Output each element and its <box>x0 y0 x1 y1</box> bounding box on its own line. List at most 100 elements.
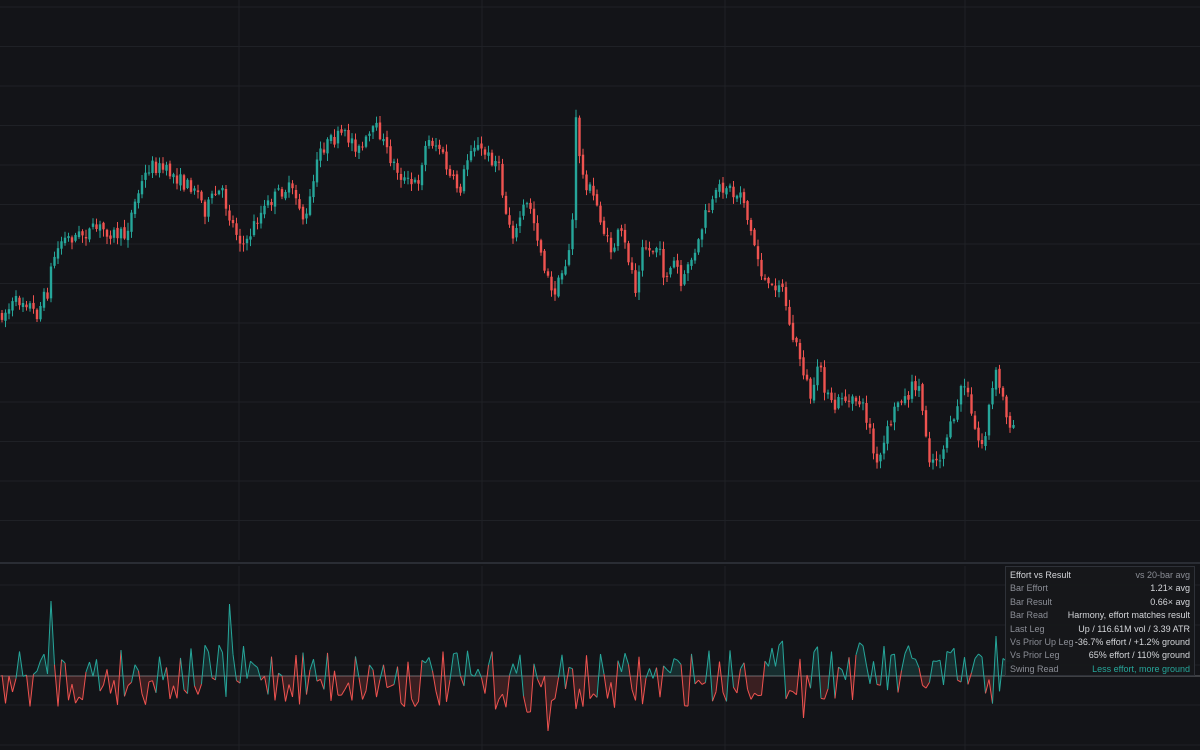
oscillator-segment <box>421 659 426 664</box>
oscillator-segment <box>873 661 878 685</box>
oscillator-segment <box>8 675 13 693</box>
oscillator-segment <box>5 675 10 704</box>
oscillator-segment <box>229 603 234 655</box>
candle-body <box>231 220 235 224</box>
oscillator-fill <box>793 676 797 695</box>
oscillator-segment <box>768 647 773 667</box>
oscillator-segment <box>617 660 622 673</box>
candle-body <box>504 195 508 214</box>
oscillator-fill <box>856 642 860 676</box>
oscillator-segment <box>785 690 790 700</box>
oscillator-fill <box>947 651 951 676</box>
oscillator-segment <box>390 684 395 687</box>
candle-body <box>21 303 25 307</box>
oscillator-segment <box>372 669 377 698</box>
candle-body <box>74 234 77 241</box>
oscillator-segment <box>901 653 906 671</box>
oscillator-segment <box>631 689 636 701</box>
candle-body <box>161 163 165 170</box>
candle-body <box>235 223 238 235</box>
candle-body <box>256 222 259 224</box>
oscillator-segment <box>673 658 678 661</box>
candle-body <box>991 388 994 405</box>
oscillator-segment <box>383 664 388 688</box>
candle-body <box>529 202 532 209</box>
oscillator-fill <box>891 654 895 676</box>
candle-body <box>928 438 931 463</box>
candle-body <box>690 259 693 266</box>
candle-body <box>469 151 473 161</box>
oscillator-segment <box>330 670 335 701</box>
oscillator-segment <box>967 672 972 685</box>
oscillator-fill <box>975 654 979 676</box>
oscillator-segment <box>204 644 209 653</box>
info-value: Up / 116.61M vol / 3.39 ATR <box>1078 623 1190 634</box>
oscillator-segment <box>19 651 24 677</box>
candle-body <box>277 188 280 190</box>
candle-body <box>147 172 151 174</box>
oscillator-segment <box>705 650 710 683</box>
oscillator-fill <box>198 676 202 695</box>
oscillator-segment <box>152 680 157 693</box>
info-row-swing-read: Swing Read Less effort, more ground <box>1010 663 1190 676</box>
oscillator-segment <box>89 661 94 677</box>
candle-body <box>882 442 886 454</box>
oscillator-fill <box>205 645 209 676</box>
oscillator-segment <box>922 684 927 689</box>
oscillator-segment <box>264 676 269 695</box>
candle-body <box>557 277 560 297</box>
candle-body <box>931 459 935 463</box>
oscillator-segment <box>110 680 115 694</box>
oscillator-fill <box>289 676 293 697</box>
oscillator-segment <box>309 659 314 671</box>
oscillator-segment <box>162 667 167 681</box>
candle-body <box>872 428 875 454</box>
candle-body <box>760 259 763 277</box>
info-value: 0.66× avg <box>1150 596 1190 607</box>
candle-body <box>623 229 627 243</box>
candle-body <box>637 271 641 293</box>
info-row-last-leg: Last Leg Up / 116.61M vol / 3.39 ATR <box>1010 623 1190 636</box>
oscillator-segment <box>502 693 507 708</box>
oscillator-segment <box>78 696 83 701</box>
candle-body <box>588 184 592 191</box>
oscillator-fill <box>859 642 863 676</box>
oscillator-segment <box>400 702 405 707</box>
candle-body <box>273 191 277 207</box>
oscillator-segment <box>911 657 916 660</box>
oscillator-segment <box>201 645 206 685</box>
oscillator-segment <box>862 645 867 666</box>
candle-body <box>781 283 784 287</box>
effort-oscillator-series <box>1 600 1014 732</box>
oscillator-segment <box>484 664 489 694</box>
oscillator-fill <box>877 676 881 686</box>
candle-body <box>266 200 270 206</box>
oscillator-segment <box>729 650 734 688</box>
oscillator-segment <box>929 660 934 683</box>
oscillator-segment <box>834 667 839 699</box>
candle-body <box>434 145 438 147</box>
candle-body <box>56 248 60 259</box>
candle-body <box>182 175 186 190</box>
oscillator-fill <box>488 651 492 676</box>
candle-body <box>207 199 210 217</box>
info-row-bar-effort: Bar Effort 1.21× avg <box>1010 582 1190 595</box>
oscillator-segment <box>124 685 129 697</box>
oscillator-segment <box>698 679 703 685</box>
info-label: Vs Prior Up Leg <box>1010 636 1074 647</box>
oscillator-segment <box>449 653 454 681</box>
candle-body <box>795 337 798 343</box>
oscillator-fill <box>422 660 426 676</box>
candle-body <box>32 302 35 309</box>
candle-body <box>406 177 410 179</box>
oscillator-segment <box>432 670 437 692</box>
oscillator-segment <box>320 679 325 690</box>
oscillator-segment <box>981 656 986 694</box>
oscillator-segment <box>813 646 818 653</box>
oscillator-segment <box>691 653 696 684</box>
candle-body <box>669 267 672 275</box>
oscillator-fill <box>936 660 940 676</box>
candle-body <box>389 146 392 164</box>
oscillator-segment <box>635 656 640 701</box>
oscillator-segment <box>817 646 822 699</box>
